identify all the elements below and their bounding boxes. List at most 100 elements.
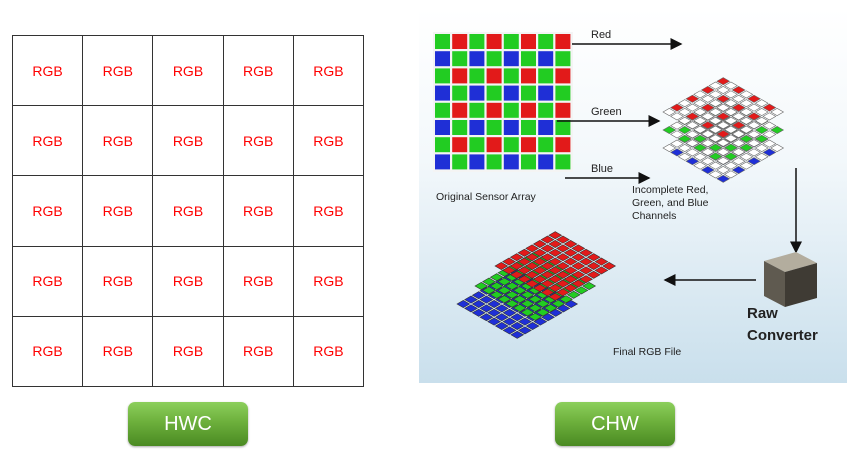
sensor-pixel: [538, 120, 554, 135]
layer-tile: [739, 143, 754, 152]
layer-tile: [762, 112, 777, 121]
blue-label: Blue: [591, 163, 613, 175]
layer-tile: [487, 308, 502, 317]
sensor-pixel: [538, 137, 554, 153]
layer-tile: [540, 270, 555, 279]
layer-tile: [571, 244, 586, 253]
layer-tile: [471, 308, 486, 317]
layer-tile: [700, 166, 715, 174]
rgb-cell: RGB: [223, 36, 294, 107]
rgb-cell: RGB: [153, 246, 224, 317]
sensor-pixel: [469, 102, 485, 118]
layer-tile: [489, 273, 504, 282]
sensor-pixel: [521, 137, 536, 153]
incomplete-label-line1: Incomplete Red,: [632, 184, 708, 196]
layer-tile: [540, 262, 555, 270]
layer-tile: [723, 116, 738, 125]
layer-tile: [555, 235, 570, 244]
layer-tile: [528, 312, 543, 321]
layer-tile: [505, 290, 520, 299]
sensor-pixel: [521, 68, 536, 84]
layer-tile: [548, 275, 563, 284]
sensor-pixel: [469, 154, 485, 170]
sensor-pixel: [503, 154, 519, 170]
layer-tile: [747, 94, 761, 103]
layer-tile: [747, 148, 761, 157]
layer-tile: [723, 170, 738, 179]
sensor-pixel: [486, 85, 502, 101]
layer-tile: [512, 304, 527, 312]
layer-tile: [471, 291, 486, 300]
layer-tile: [723, 161, 738, 170]
layer-tile: [700, 103, 715, 112]
rgb-cell: RGB: [13, 316, 84, 387]
layer-tile: [700, 139, 715, 148]
layer-tile: [747, 139, 761, 148]
layer-tile: [525, 262, 540, 270]
sensor-pixel: [486, 137, 502, 153]
layer-tile: [731, 157, 746, 166]
layer-tile: [762, 121, 777, 130]
layer-tile: [723, 152, 738, 161]
layer-tile: [517, 317, 532, 326]
sensor-pixel: [521, 51, 536, 67]
sensor-pixel: [435, 120, 450, 135]
sensor-pixel: [486, 102, 502, 118]
hwc-button[interactable]: HWC: [128, 402, 248, 446]
layer-tile: [494, 262, 509, 270]
sensor-pixel: [452, 51, 468, 67]
layer-tile: [739, 125, 754, 134]
layer-tile: [555, 279, 570, 288]
layer-tile: [723, 125, 738, 134]
green-label: Green: [591, 106, 622, 118]
layer-tile: [548, 257, 563, 266]
layer-tile: [532, 284, 547, 292]
layer-tile: [540, 244, 555, 253]
layer-tile: [509, 270, 524, 279]
sensor-pixel: [452, 120, 468, 135]
chw-button[interactable]: CHW: [555, 402, 675, 446]
layer-tile: [670, 121, 684, 130]
incomplete-channels-stack: [662, 77, 785, 183]
layer-tile: [693, 143, 708, 152]
layer-tile: [525, 253, 540, 262]
layer-tile: [708, 134, 723, 143]
layer-tile: [525, 279, 540, 288]
layer-tile: [579, 275, 593, 284]
rgb-cell: RGB: [223, 176, 294, 247]
rgb-cell: RGB: [83, 36, 154, 107]
layer-tile: [571, 270, 586, 279]
layer-tile: [754, 99, 769, 108]
rgb-cell: RGB: [153, 106, 224, 177]
sensor-pixel: [555, 51, 571, 67]
layer-tile: [502, 308, 517, 317]
sensor-pixel: [469, 34, 485, 49]
layer-tile: [540, 253, 555, 262]
layer-tile: [571, 279, 586, 288]
final-rgb-stack: [456, 231, 617, 339]
layer-tile: [723, 108, 738, 116]
layer-tile: [670, 130, 684, 139]
layer-tile: [723, 90, 738, 99]
layer-tile: [555, 253, 570, 262]
layer-tile: [494, 304, 509, 313]
layer-tile: [525, 244, 540, 253]
sensor-pixel: [538, 102, 554, 118]
incomplete-label-line3: Channels: [632, 210, 676, 222]
layer-tile: [497, 277, 512, 286]
layer-tile: [474, 282, 489, 290]
layer-tile: [535, 299, 550, 308]
layer-tile: [509, 262, 524, 270]
hwc-grid: RGB RGB RGB RGB RGB RGB RGB RGB RGB RGB RGB RGB RGB R…: [12, 35, 364, 387]
layer-tile: [540, 279, 555, 288]
sensor-pixel: [555, 85, 571, 101]
layer-tile: [739, 99, 754, 108]
layer-tile: [487, 300, 502, 308]
layer-tile: [505, 299, 520, 308]
layer-tile: [502, 317, 517, 326]
layer-tile: [685, 94, 700, 103]
layer-tile: [517, 266, 532, 275]
layer-tile: [471, 300, 486, 308]
layer-tile: [677, 144, 692, 152]
layer-tile: [708, 81, 723, 90]
